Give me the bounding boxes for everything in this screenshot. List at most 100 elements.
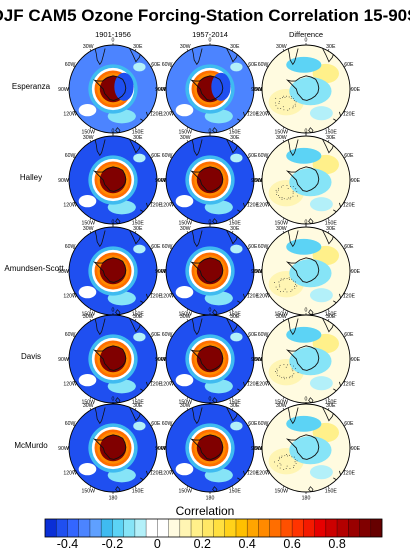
stipple-dot xyxy=(287,109,289,111)
stipple-dot xyxy=(278,366,280,368)
longitude-tick xyxy=(170,380,173,383)
stipple-dot xyxy=(277,289,279,291)
stipple-dot xyxy=(291,289,293,291)
longitude-label: 30E xyxy=(326,314,336,320)
longitude-tick xyxy=(150,469,153,472)
longitude-label: 150E xyxy=(325,400,338,406)
longitude-tick xyxy=(231,408,234,411)
longitude-tick xyxy=(89,49,92,52)
coastline-antarctica xyxy=(285,75,320,101)
colorbar-bin xyxy=(56,519,68,537)
longitude-label: 60E xyxy=(151,332,161,338)
stipple-dot xyxy=(283,376,285,378)
map-panels: 0 30E 60E 90E 120E 150E 180 150W 120W 90W 60W 30W 0 3… xyxy=(58,37,360,501)
longitude-label: 120W xyxy=(256,294,270,300)
stipple-dot xyxy=(294,458,296,460)
longitude-label: 90E xyxy=(255,269,265,275)
longitude-tick xyxy=(282,140,285,143)
stipple-dot xyxy=(285,366,287,368)
column-titles: 1901-1956 1957-2014 Difference xyxy=(95,30,323,39)
stipple-dot xyxy=(276,372,278,374)
longitude-label: 60W xyxy=(65,153,76,159)
longitude-label: 120E xyxy=(343,294,356,300)
row-label-mcmurdo: McMurdo xyxy=(14,441,48,450)
longitude-tick xyxy=(231,396,234,399)
longitude-label: 90W xyxy=(155,357,166,363)
coastline-antarctica xyxy=(285,434,320,460)
longitude-label: 90W xyxy=(155,269,166,275)
longitude-label: 90W xyxy=(155,178,166,184)
longitude-tick xyxy=(170,65,173,68)
longitude-tick xyxy=(186,126,189,129)
longitude-label: 90W xyxy=(251,446,262,452)
longitude-tick xyxy=(150,247,153,250)
stipple-dot xyxy=(289,198,291,200)
longitude-label: 120E xyxy=(247,203,260,209)
stipple-dot xyxy=(278,187,279,189)
longitude-tick xyxy=(266,65,269,68)
stipple-dot xyxy=(280,108,282,109)
longitude-tick xyxy=(343,156,346,159)
field-patch xyxy=(175,373,194,387)
stipple-dot xyxy=(274,371,276,372)
coastline-new-zealand xyxy=(115,218,121,224)
longitude-tick xyxy=(73,201,76,204)
longitude-tick xyxy=(150,380,153,383)
coastline-new-zealand xyxy=(308,127,314,133)
stipple-dot xyxy=(280,280,282,282)
longitude-tick xyxy=(134,49,137,52)
field-patch xyxy=(286,56,322,73)
stipple-dot xyxy=(290,97,292,99)
stipple-dot xyxy=(286,377,287,379)
column-title-2: 1957-2014 xyxy=(192,30,228,39)
longitude-tick xyxy=(247,469,250,472)
longitude-tick xyxy=(170,292,173,295)
stipple-dot xyxy=(276,194,277,195)
longitude-label: 180 xyxy=(206,495,215,501)
field-patch xyxy=(309,376,333,391)
coastline-new-zealand xyxy=(115,397,121,403)
longitude-label: 30E xyxy=(133,135,143,141)
longitude-label: 60E xyxy=(151,421,161,427)
longitude-label: 120E xyxy=(150,471,163,477)
longitude-tick xyxy=(343,335,346,338)
stipple-dot xyxy=(274,282,276,284)
colorbar-bin xyxy=(370,519,383,537)
colorbar-bin xyxy=(258,519,270,537)
stipple-dot xyxy=(275,189,277,191)
coastline-antarctica xyxy=(92,257,127,283)
longitude-label: 120E xyxy=(247,294,260,300)
coastline-south-america xyxy=(94,227,106,248)
longitude-label: 90W xyxy=(251,269,262,275)
longitude-label: 30W xyxy=(180,403,191,409)
longitude-label: 0 xyxy=(112,396,115,402)
stipple-dot xyxy=(292,190,294,192)
longitude-label: 90W xyxy=(155,87,166,93)
longitude-tick xyxy=(282,49,285,52)
coastline-antarctica xyxy=(92,166,127,192)
coastline-new-zealand xyxy=(115,127,121,133)
coastline-new-zealand xyxy=(212,486,218,492)
longitude-label: 30W xyxy=(276,314,287,320)
stipple-dot xyxy=(278,101,280,103)
longitude-label: 0 xyxy=(305,307,308,313)
longitude-label: 90W xyxy=(58,87,69,93)
longitude-label: 60E xyxy=(344,332,354,338)
longitude-label: 30E xyxy=(133,226,143,232)
colorbar-bin xyxy=(292,519,304,537)
stipple-dot xyxy=(286,291,288,293)
stipple-dot xyxy=(286,278,288,280)
longitude-tick xyxy=(247,247,250,250)
longitude-tick xyxy=(89,308,92,311)
longitude-label: 60E xyxy=(248,153,258,159)
coastline-new-zealand xyxy=(115,309,121,315)
longitude-label: 90W xyxy=(58,357,69,363)
longitude-tick xyxy=(186,217,189,220)
longitude-tick xyxy=(186,408,189,411)
stipple-dot xyxy=(294,287,296,289)
coastline-south-america xyxy=(191,227,203,248)
field-patch xyxy=(230,62,243,72)
